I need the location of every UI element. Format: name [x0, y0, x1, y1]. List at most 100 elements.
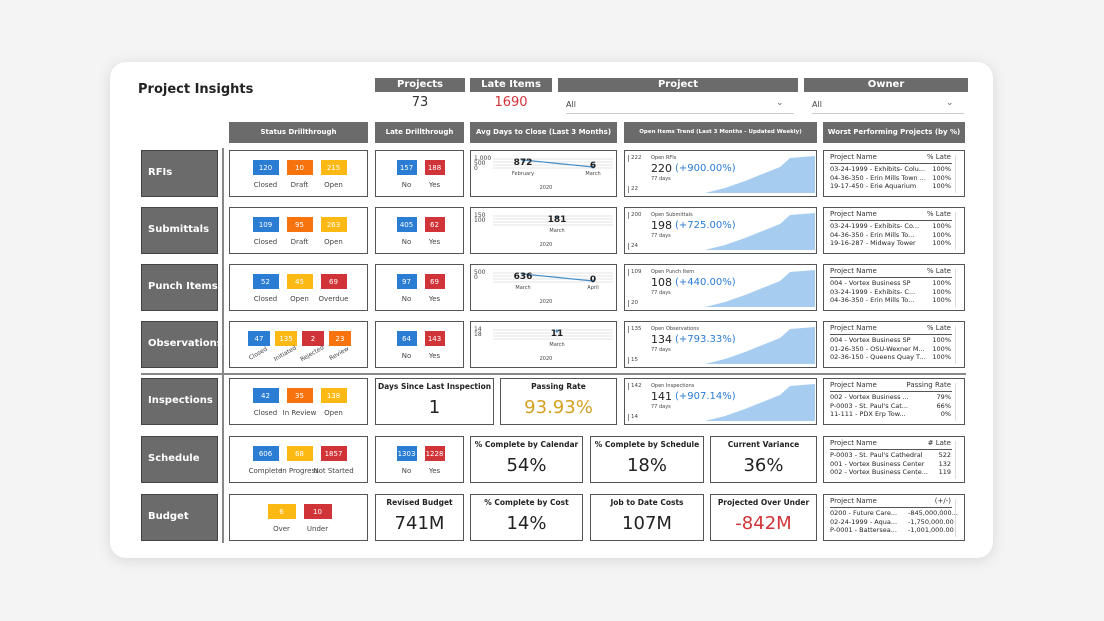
worst-cell: Project Name % Late 004 - Vortex Business …	[823, 321, 965, 368]
worst-header: (+/-)	[934, 497, 951, 505]
row-label-text: Inspections	[148, 395, 213, 406]
project-name[interactable]: 002 - Vortex Business ...	[830, 393, 909, 401]
worst-header: % Late	[926, 210, 951, 218]
status-cell: 52 Closed 45 Open 69 Overdue	[229, 264, 368, 311]
project-name[interactable]: 04-36-350 - Erin Mills Town ...	[830, 173, 926, 182]
status-tile[interactable]: 10	[303, 504, 332, 519]
status-tile[interactable]: 97	[396, 274, 417, 289]
status-tile[interactable]: 109	[252, 217, 279, 232]
status-label: Draft	[290, 181, 309, 189]
status-tile[interactable]: 1228	[424, 446, 445, 461]
metric-label: % Complete by Schedule	[594, 440, 700, 449]
row-label-text: Punch Items	[148, 281, 218, 292]
status-tile[interactable]: 45	[286, 274, 313, 289]
axis-bottom: 22	[628, 186, 648, 193]
status-tile[interactable]: 47	[248, 331, 270, 346]
project-name[interactable]: 03-24-1999 - Exhibits- C...	[830, 287, 916, 296]
status-tile[interactable]: 95	[286, 217, 313, 232]
metric-label: % Complete by Calendar	[474, 440, 579, 449]
avg-days-line	[493, 329, 613, 340]
point-month: March	[585, 171, 601, 177]
status-label: No	[401, 181, 412, 189]
status-tile[interactable]: 62	[424, 217, 445, 232]
trend-title: Open Observations	[651, 326, 699, 332]
point-month: February	[511, 171, 535, 177]
status-tile[interactable]: 1303	[396, 446, 417, 461]
status-tile[interactable]: 135	[275, 331, 297, 346]
project-metric: 119	[938, 468, 951, 476]
project-name[interactable]: 02-36-150 - Queens Quay T...	[830, 353, 926, 361]
status-tile[interactable]: 263	[320, 217, 347, 232]
row-label: Budget	[141, 494, 218, 541]
project-name[interactable]: 02-24-1999 - Aqua...	[830, 517, 898, 526]
status-tile[interactable]: 2	[302, 331, 324, 346]
worst-header: Project Name	[830, 153, 877, 161]
status-tile[interactable]: 64	[396, 331, 417, 346]
status-tile[interactable]: 138	[320, 388, 347, 403]
status-tile[interactable]: 157	[396, 160, 417, 175]
project-name[interactable]: 04-36-350 - Erin Mills To...	[830, 230, 915, 239]
trend-area	[705, 270, 815, 307]
status-tile[interactable]: 52	[252, 274, 279, 289]
status-label: Closed	[253, 409, 278, 417]
status-tile[interactable]: 405	[396, 217, 417, 232]
point-month: April	[587, 285, 599, 291]
status-tile[interactable]: 69	[424, 274, 445, 289]
status-tile[interactable]: 606	[252, 446, 279, 461]
project-name[interactable]: 19-17-450 - Erie Aquarium	[830, 182, 917, 190]
project-metric: 66%	[936, 401, 951, 410]
status-tile[interactable]: 6	[267, 504, 296, 519]
status-tile[interactable]: 35	[286, 388, 313, 403]
filter-dropdown[interactable]: All ⌄	[566, 98, 794, 114]
column-header: Status Drillthrough	[229, 122, 368, 143]
project-name[interactable]: 002 - Vortex Business Cente...	[830, 468, 928, 476]
project-name[interactable]: 004 - Vortex Business SP	[830, 336, 911, 344]
project-metric: 100%	[932, 287, 951, 296]
worst-cell: Project Name % Late 03-24-1999 - Exhibits-…	[823, 207, 965, 254]
axis-label: 150	[474, 212, 486, 219]
metric-card: Current Variance 36%	[710, 436, 817, 483]
trend-area-chart	[705, 213, 815, 250]
metric-value: 93.93%	[524, 397, 593, 418]
status-tile[interactable]: 10	[286, 160, 313, 175]
trend-value: 134	[651, 333, 672, 346]
axis-label: 0	[474, 274, 478, 281]
project-name[interactable]: 19-16-287 - Midway Tower	[830, 239, 916, 247]
status-tile[interactable]: 68	[286, 446, 313, 461]
row-label-text: Budget	[148, 511, 189, 522]
project-name[interactable]: 11-111 - PDX Erp Tow...	[830, 410, 906, 418]
metric-value: 54%	[506, 455, 547, 476]
trend-period: 77 days	[651, 404, 671, 410]
filter-dropdown[interactable]: All ⌄	[812, 98, 964, 114]
metric-card: Revised Budget 741M	[375, 494, 464, 541]
project-name[interactable]: 04-36-350 - Erin Mills To...	[830, 296, 915, 304]
project-name[interactable]: 01-26-350 - OSU-Wexner M...	[830, 344, 925, 353]
status-tile[interactable]: 23	[329, 331, 351, 346]
status-tile[interactable]: 143	[424, 331, 445, 346]
project-name[interactable]: P-0003 - St. Paul's Cathedral	[830, 451, 923, 459]
project-name[interactable]: 001 - Vortex Business Center	[830, 459, 925, 468]
status-label: Open	[324, 238, 343, 246]
project-name[interactable]: 0200 - Future Care...	[830, 509, 898, 517]
project-name[interactable]: 004 - Vortex Business SP	[830, 279, 911, 287]
status-tile[interactable]: 120	[252, 160, 279, 175]
status-tile[interactable]: 42	[252, 388, 279, 403]
late-cell: 157 No 188 Yes	[375, 150, 464, 197]
status-label: Under	[306, 525, 329, 533]
status-tile[interactable]: 69	[320, 274, 347, 289]
axis-top: 222	[628, 155, 648, 162]
project-name[interactable]: 03-24-1999 - Exhibits- Co...	[830, 222, 920, 230]
row-label-text: RFIs	[148, 167, 173, 178]
status-tile[interactable]: 215	[320, 160, 347, 175]
project-name[interactable]: 03-24-1999 - Exhibits- Colu...	[830, 165, 926, 173]
point-value: 636	[513, 272, 533, 282]
status-label: Not Started	[313, 467, 354, 475]
status-tile[interactable]: 1857	[320, 446, 347, 461]
trend-area	[705, 156, 815, 193]
trend-change: (+725.00%)	[675, 220, 736, 231]
project-name[interactable]: P-0001 - Battersea...	[830, 526, 897, 534]
status-tile[interactable]: 188	[424, 160, 445, 175]
project-name[interactable]: P-0003 - St. Paul's Cat...	[830, 401, 908, 410]
point-month: March	[515, 285, 531, 291]
